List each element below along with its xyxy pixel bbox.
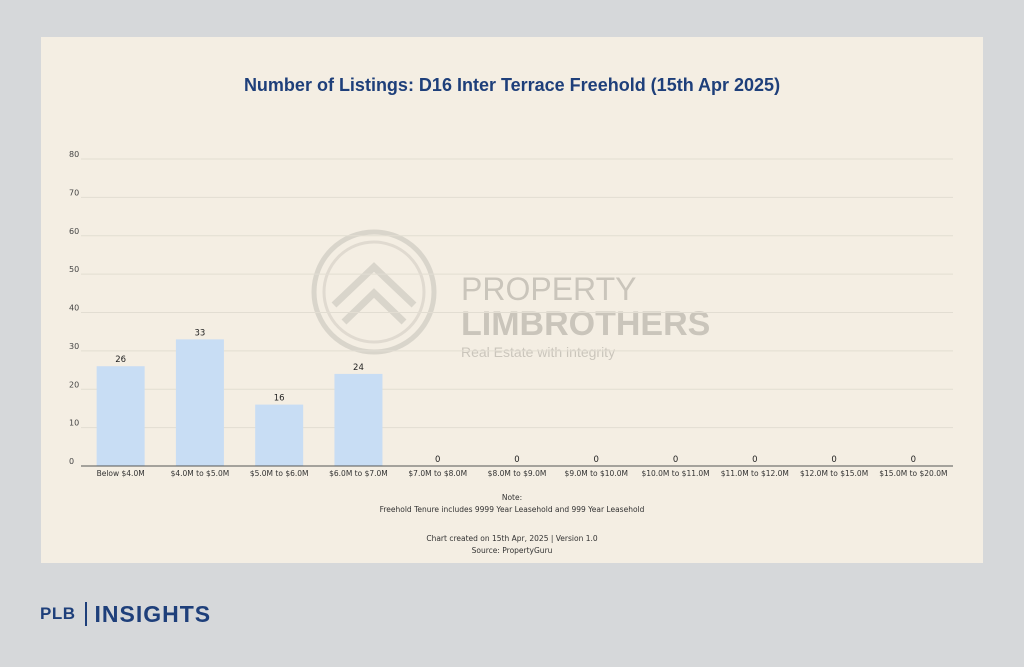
- data-label: 16: [274, 394, 285, 404]
- y-tick-label: 50: [69, 265, 79, 274]
- chart-created: Chart created on 15th Apr, 2025 | Versio…: [426, 534, 598, 543]
- bar: [334, 373, 383, 466]
- note-text: Freehold Tenure includes 9999 Year Lease…: [379, 505, 645, 514]
- x-tick-label: $15.0M to $20.0M: [879, 469, 947, 478]
- plb-insights-logo: PLB INSIGHTS: [40, 600, 211, 628]
- data-label: 24: [353, 363, 364, 373]
- y-tick-label: 30: [69, 342, 79, 351]
- x-tick-label: $5.0M to $6.0M: [250, 469, 309, 478]
- data-label: 0: [594, 455, 599, 465]
- data-label: 0: [911, 455, 916, 465]
- y-tick-label: 40: [69, 304, 79, 313]
- watermark-tagline: Real Estate with integrity: [461, 344, 615, 360]
- brand-insights: INSIGHTS: [94, 600, 212, 627]
- watermark: PROPERTY LIMBROTHERS Real Estate with in…: [311, 229, 710, 360]
- y-tick-label: 60: [69, 227, 79, 236]
- note-label: Note:: [501, 493, 523, 502]
- x-tick-label: $7.0M to $8.0M: [408, 469, 467, 478]
- x-tick-label: $9.0M to $10.0M: [565, 469, 628, 478]
- x-tick-label: $11.0M to $12.0M: [721, 469, 789, 478]
- bar: [96, 366, 145, 466]
- chart-title: Number of Listings: D16 Inter Terrace Fr…: [243, 75, 781, 95]
- x-tick-label: Below $4.0M: [97, 469, 145, 478]
- bar: [255, 404, 304, 466]
- chart-source: Source: PropertyGuru: [471, 546, 553, 555]
- y-tick-label: 10: [69, 419, 79, 428]
- data-label: 0: [831, 455, 836, 465]
- watermark-line1: PROPERTY: [461, 271, 636, 307]
- data-labels: 26 33 16 24 0 0 0 0 0 0 0: [115, 328, 916, 465]
- data-label: 33: [194, 328, 205, 338]
- data-label: 26: [115, 355, 126, 365]
- y-tick-label: 80: [69, 150, 79, 159]
- x-tick-label: $10.0M to $11.0M: [641, 469, 709, 478]
- y-tick-label: 20: [69, 380, 79, 389]
- x-tick-label: $8.0M to $9.0M: [488, 469, 547, 478]
- y-tick-label: 70: [69, 188, 79, 197]
- data-label: 0: [435, 455, 440, 465]
- data-label: 0: [514, 455, 519, 465]
- x-tick-label: $6.0M to $7.0M: [329, 469, 388, 478]
- x-tick-label: $4.0M to $5.0M: [171, 469, 230, 478]
- x-tick-label: $12.0M to $15.0M: [800, 469, 868, 478]
- y-tick-label: 0: [69, 457, 74, 466]
- bar-chart: PROPERTY LIMBROTHERS Real Estate with in…: [69, 150, 953, 478]
- watermark-line2: LIMBROTHERS: [461, 305, 710, 343]
- data-label: 0: [673, 455, 678, 465]
- brand-plb: PLB: [40, 604, 76, 623]
- chart-card: Number of Listings: D16 Inter Terrace Fr…: [41, 37, 983, 563]
- x-axis-ticks: Below $4.0M $4.0M to $5.0M $5.0M to $6.0M $…: [97, 469, 948, 478]
- bars: [96, 339, 383, 466]
- grid-lines: 0 10 20 30 40 50 60 70 80: [69, 150, 953, 466]
- brand-divider: [84, 602, 87, 626]
- company-logo-icon: [311, 229, 437, 355]
- bar: [175, 339, 224, 466]
- data-label: 0: [752, 455, 757, 465]
